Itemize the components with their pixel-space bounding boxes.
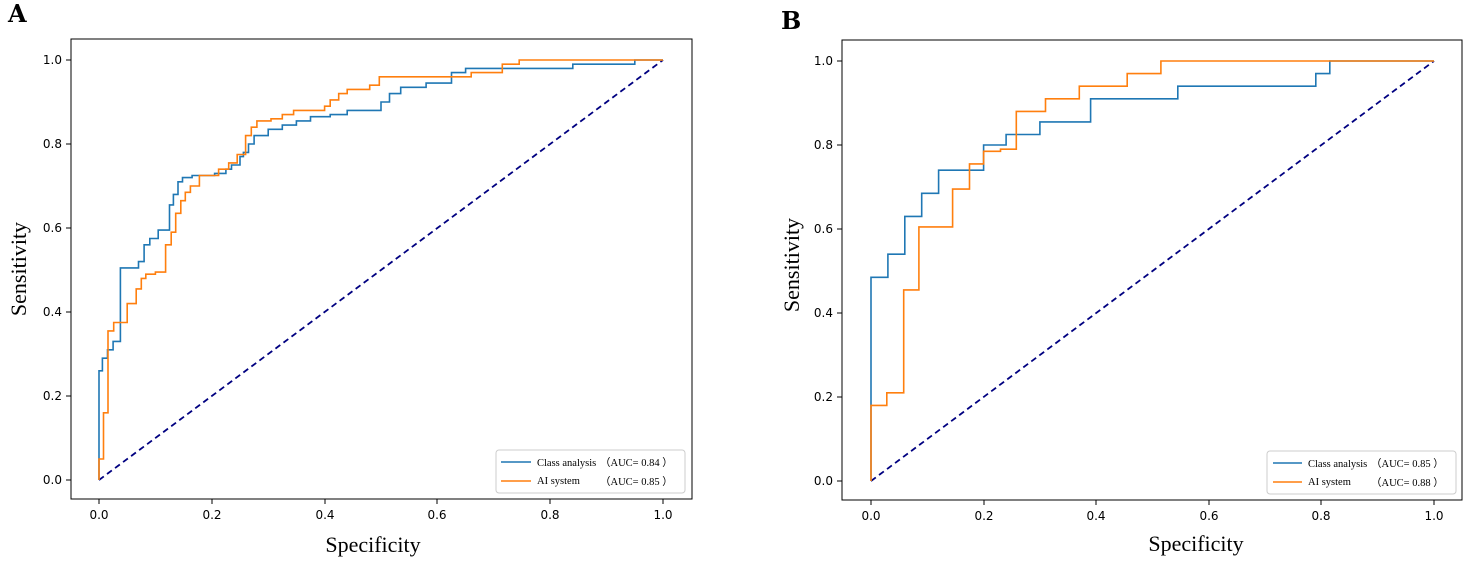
x-tick-label-a-1: 0.2 [202, 508, 221, 522]
legend-a: Class analysis （AUC= 0.84 ） AI system （A… [495, 449, 686, 494]
legend-b: Class analysis （AUC= 0.85 ） AI system （A… [1266, 450, 1457, 495]
x-tick-label-a-4: 0.8 [540, 508, 559, 522]
y-tick-label-b-5: 1.0 [814, 54, 833, 68]
y-tick-label-a-4: 0.8 [43, 137, 62, 151]
y-tick-label-b-1: 0.2 [814, 390, 833, 404]
y-tick-label-a-0: 0.0 [43, 473, 62, 487]
plot-frame-a [70, 38, 693, 500]
legend-label-ai-system-a: AI system [537, 476, 580, 487]
legend-box-a [495, 449, 686, 494]
class-analysis-curve-a [98, 59, 663, 480]
y-tick-label-a-3: 0.6 [43, 221, 62, 235]
x-axis-title-b: Specificity [1148, 531, 1243, 556]
legend-box-b [1266, 450, 1457, 495]
x-tick-label-b-0: 0.0 [861, 509, 880, 523]
chance-line-a [98, 59, 664, 481]
y-tick-label-b-2: 0.4 [814, 306, 833, 320]
plot-frame-b [841, 39, 1463, 501]
x-tick-label-a-2: 0.4 [315, 508, 334, 522]
y-tick-label-a-1: 0.2 [43, 389, 62, 403]
chance-line-b [870, 60, 1435, 482]
legend-auc-ai-system-a: （AUC= 0.85 ） [600, 476, 673, 488]
x-tick-label-b-5: 1.0 [1424, 509, 1443, 523]
legend-label-ai-system-b: AI system [1308, 477, 1351, 488]
y-tick-label-b-4: 0.8 [814, 138, 833, 152]
y-axis-title-b: Sensitivity [779, 218, 804, 312]
legend-label-class-analysis-a: Class analysis [537, 458, 596, 469]
y-axis-title-a: Sensitivity [6, 222, 31, 316]
x-axis-title-a: Specificity [325, 532, 420, 557]
y-tick-label-b-3: 0.6 [814, 222, 833, 236]
panel-letter-b: B [781, 6, 801, 35]
ai-system-curve-a [98, 59, 663, 480]
legend-auc-class-analysis-b: （AUC= 0.85 ） [1371, 458, 1444, 470]
y-tick-label-a-5: 1.0 [43, 53, 62, 67]
panel-letter-a: A [7, 0, 27, 28]
x-tick-label-a-5: 1.0 [653, 508, 672, 522]
panel-a: A 0.0 0.2 0.4 0.6 0.8 1.0 0.0 0.2 [6, 0, 693, 557]
x-tick-label-b-3: 0.6 [1199, 509, 1218, 523]
y-tick-label-a-2: 0.4 [43, 305, 62, 319]
y-tick-label-b-0: 0.0 [814, 474, 833, 488]
class-analysis-curve-b [870, 60, 1434, 481]
x-tick-label-b-2: 0.4 [1086, 509, 1105, 523]
legend-label-class-analysis-b: Class analysis [1308, 459, 1367, 470]
ticks-b: 0.0 0.2 0.4 0.6 0.8 1.0 0.0 0.2 0.4 0.6 … [814, 54, 1444, 523]
x-tick-label-b-4: 0.8 [1311, 509, 1330, 523]
x-tick-label-a-0: 0.0 [89, 508, 108, 522]
ai-system-curve-b [870, 60, 1434, 481]
x-tick-label-b-1: 0.2 [974, 509, 993, 523]
legend-auc-class-analysis-a: （AUC= 0.84 ） [600, 457, 673, 469]
x-tick-label-a-3: 0.6 [427, 508, 446, 522]
legend-auc-ai-system-b: （AUC= 0.88 ） [1371, 477, 1444, 489]
panel-b: B 0.0 0.2 0.4 0.6 0.8 1.0 0.0 0.2 [779, 6, 1463, 556]
ticks-a: 0.0 0.2 0.4 0.6 0.8 1.0 0.0 0.2 0.4 0.6 … [43, 53, 673, 522]
